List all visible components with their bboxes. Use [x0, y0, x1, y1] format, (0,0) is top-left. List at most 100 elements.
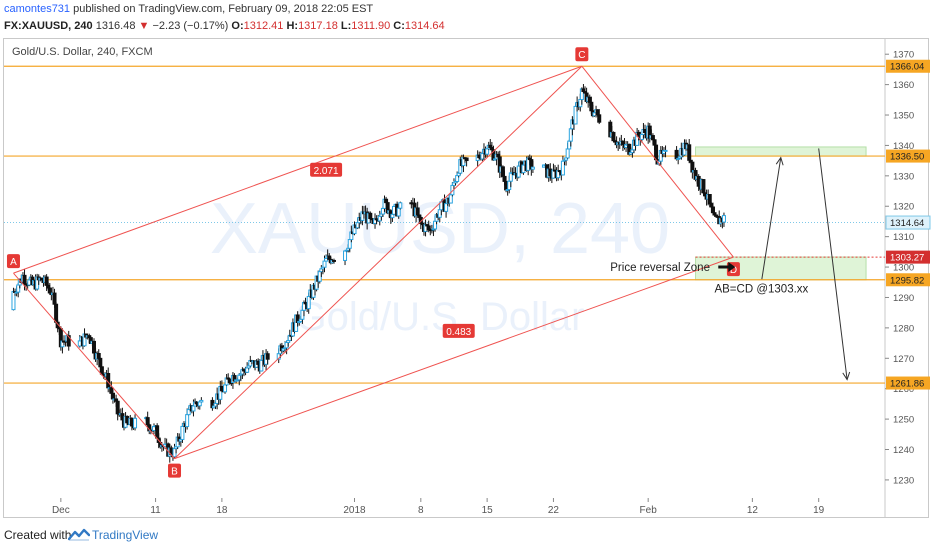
candle-body: [186, 409, 191, 416]
current-price-tag: [885, 215, 931, 230]
candle-body: [96, 352, 101, 359]
y-tick-label: 1270: [893, 354, 914, 365]
high-label: H:: [286, 20, 299, 32]
candle-body: [16, 284, 21, 293]
level-price-tag: [886, 59, 930, 73]
candle-body: [331, 259, 336, 262]
candle-body: [611, 131, 616, 142]
candle-body: [654, 144, 659, 161]
projection-arrow-line: [818, 148, 848, 380]
x-tick-label: 18: [216, 505, 228, 516]
candle-body: [568, 128, 573, 142]
current-price-label: 1314.64: [890, 218, 924, 229]
pattern-leg-cd: [581, 65, 734, 258]
open-value: 1312.41: [243, 20, 284, 32]
candle-body: [565, 148, 570, 159]
candle-body: [227, 378, 232, 384]
x-tick-label: 8: [418, 505, 424, 516]
pattern-leg-ab: [13, 272, 175, 459]
tradingview-logo-icon: [68, 528, 90, 541]
y-tick-label: 1240: [893, 445, 914, 456]
candle-body: [437, 209, 442, 218]
pattern-point-label: D: [730, 265, 737, 276]
published-text: published on TradingView.com, February 0…: [70, 3, 374, 15]
right-arrow-icon: [718, 262, 736, 273]
candle-body: [199, 399, 204, 403]
level-price-label: 1336.50: [890, 152, 924, 163]
level-price-tag: [886, 149, 930, 163]
chart-area[interactable]: XAUUSD, 240 Gold/U.S. Dollar 1230 1240 1250 1…: [0, 38, 932, 518]
candle-body: [516, 165, 521, 178]
candle-body: [696, 175, 701, 187]
high-value: 1317.18: [298, 20, 338, 32]
pattern-line-ac: [13, 65, 583, 274]
y-tick-label: 1330: [893, 171, 914, 182]
candle-body: [11, 291, 16, 311]
y-tick-label: 1370: [893, 50, 914, 61]
pattern-point-badge: [575, 47, 589, 62]
candle-body: [109, 387, 114, 394]
candle-body: [47, 287, 52, 294]
candle-body: [500, 166, 505, 177]
pattern-point-label: C: [578, 50, 585, 61]
level-price-label: 1366.04: [890, 62, 924, 73]
x-tick-label: 19: [813, 505, 825, 516]
candle-body: [155, 425, 160, 439]
tradingview-brand[interactable]: TradingView: [92, 528, 159, 542]
candlestick-series: [11, 84, 726, 463]
candle-body: [284, 341, 289, 349]
low-label: L:: [340, 20, 352, 32]
pattern-line-bd: [174, 256, 734, 460]
author-link[interactable]: camontes731: [4, 3, 71, 15]
y-tick-label: 1300: [893, 263, 914, 274]
price-change: −2.23 (−0.17%): [152, 20, 229, 32]
last-price: 1316.48: [95, 20, 136, 32]
candle-body: [707, 194, 712, 205]
ratio-label: 2.071: [314, 166, 339, 177]
candle-body: [327, 255, 332, 260]
chart-legend: Gold/U.S. Dollar, 240, FXCM: [12, 46, 153, 58]
candle-body: [191, 405, 196, 412]
projection-arrowhead: [842, 371, 851, 381]
level-price-label: 1261.86: [890, 379, 924, 390]
candle-body: [54, 303, 59, 323]
candle-body: [595, 109, 600, 116]
y-tick-label: 1310: [893, 232, 914, 243]
candle-body: [508, 172, 513, 182]
level-price-label: 1295.82: [890, 275, 924, 286]
candle-body: [245, 367, 250, 373]
candle-body: [433, 220, 438, 230]
candle-body: [589, 101, 594, 112]
candle-body: [52, 292, 57, 305]
chart-header: camontes731 published on TradingView.com…: [0, 0, 932, 38]
level-price-tag: [886, 376, 930, 390]
candle-body: [709, 203, 714, 208]
candle-body: [145, 417, 150, 426]
candle-body: [300, 309, 305, 320]
candle-body: [464, 157, 469, 162]
candle-body: [110, 392, 115, 400]
d-price-tag: [886, 250, 930, 264]
candle-body: [44, 276, 49, 286]
candle-body: [22, 274, 27, 285]
close-label: C:: [393, 20, 405, 32]
pattern-point-label: A: [10, 257, 17, 268]
candle-body: [573, 105, 578, 125]
x-tick-label: Dec: [52, 505, 70, 516]
candle-body: [91, 340, 96, 354]
candle-body: [448, 194, 453, 204]
price-chart[interactable]: XAUUSD, 240 Gold/U.S. Dollar 1230 1240 1250 1…: [0, 38, 932, 518]
watermark-symbol: XAUUSD, 240: [210, 189, 670, 269]
candle-body: [587, 96, 592, 103]
candle-body: [322, 260, 327, 268]
candle-body: [455, 175, 460, 182]
candle-body: [480, 153, 485, 160]
publish-line: camontes731 published on TradingView.com…: [4, 3, 373, 15]
candle-body: [560, 160, 565, 176]
candle-body: [355, 222, 360, 229]
candle-body: [343, 250, 348, 261]
candle-body: [415, 207, 420, 216]
candle-body: [426, 225, 431, 230]
candle-body: [521, 164, 526, 174]
candle-body: [507, 180, 512, 191]
